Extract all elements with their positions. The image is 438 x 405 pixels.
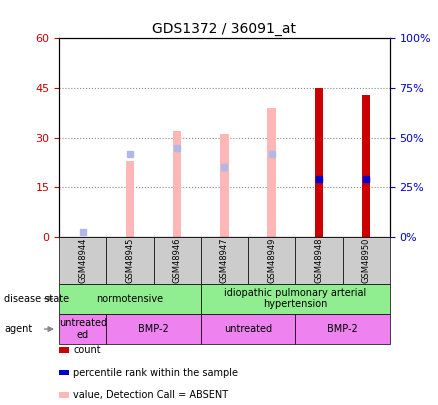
Text: value, Detection Call = ABSENT: value, Detection Call = ABSENT — [73, 390, 228, 400]
Text: count: count — [73, 345, 101, 355]
Text: GSM48949: GSM48949 — [267, 237, 276, 283]
Text: GSM48947: GSM48947 — [220, 237, 229, 283]
Bar — [268, 108, 276, 237]
Bar — [362, 95, 371, 237]
Text: untreated: untreated — [224, 324, 272, 334]
Text: GSM48945: GSM48945 — [126, 237, 134, 283]
Text: BMP-2: BMP-2 — [327, 324, 358, 334]
Title: GDS1372 / 36091_at: GDS1372 / 36091_at — [152, 22, 297, 36]
Text: GSM48950: GSM48950 — [362, 237, 371, 283]
Text: GSM48948: GSM48948 — [314, 237, 323, 283]
Text: BMP-2: BMP-2 — [138, 324, 169, 334]
Text: GSM48946: GSM48946 — [173, 237, 182, 283]
Text: idiopathic pulmonary arterial
hypertension: idiopathic pulmonary arterial hypertensi… — [224, 288, 367, 309]
Text: GSM48944: GSM48944 — [78, 237, 87, 283]
Text: agent: agent — [4, 324, 32, 334]
Text: normotensive: normotensive — [96, 294, 163, 304]
Text: untreated
ed: untreated ed — [59, 318, 107, 340]
Bar — [315, 88, 323, 237]
Bar — [220, 134, 229, 237]
Bar — [173, 131, 181, 237]
Bar — [126, 161, 134, 237]
Text: disease state: disease state — [4, 294, 70, 304]
Text: percentile rank within the sample: percentile rank within the sample — [73, 368, 238, 377]
